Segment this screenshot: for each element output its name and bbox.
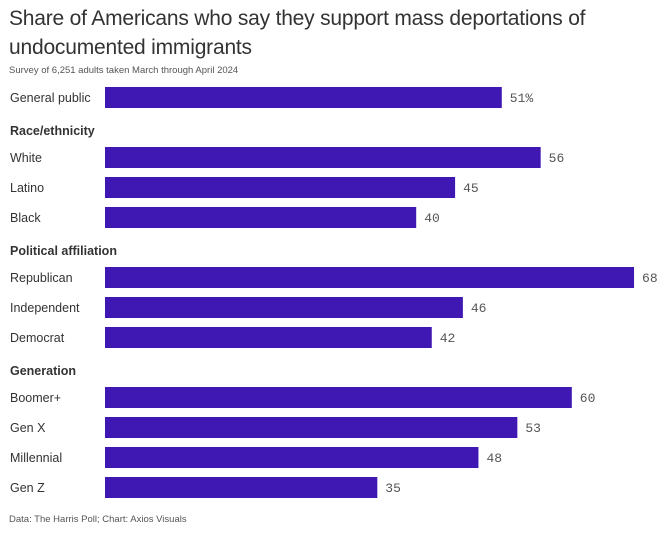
group-generation: Generation Boomer+ 60 Gen X 53 Millennial 48 Ge… [10,364,595,498]
category-label: General public [10,91,91,105]
group-overall: General public 51% [10,87,533,108]
category-label: Republican [10,271,73,285]
value-label: 51% [510,91,534,106]
chart-subtitle: Survey of 6,251 adults taken March throu… [9,65,239,76]
group-political-affiliation: Political affiliation Republican 68 Indepen… [10,244,658,348]
value-label: 56 [549,151,565,166]
category-label: Independent [10,301,80,315]
value-label: 46 [471,301,487,316]
category-label: Boomer+ [10,391,61,405]
bar-white [105,147,541,168]
bar-gen-z [105,477,378,498]
category-label: Millennial [10,451,62,465]
group-race-ethnicity: Race/ethnicity White 56 Latino 45 Black 40 [10,124,564,228]
group-label: Political affiliation [10,244,117,258]
category-label: White [10,151,42,165]
category-label: Gen Z [10,481,45,495]
group-label: Race/ethnicity [10,124,95,138]
group-label: Generation [10,364,76,378]
category-label: Black [10,211,41,225]
bar-black [105,207,417,228]
value-label: 48 [486,451,502,466]
bar-independent [105,297,463,318]
bar-general-public [105,87,502,108]
value-label: 60 [580,391,596,406]
value-label: 35 [385,481,401,496]
bar-latino [105,177,456,198]
value-label: 45 [463,181,479,196]
bar-gen-x [105,417,518,438]
bar-boomer [105,387,572,408]
value-label: 68 [642,271,658,286]
category-label: Gen X [10,421,46,435]
value-label: 42 [440,331,456,346]
bar-republican [105,267,635,288]
bar-millennial [105,447,479,468]
value-label: 40 [424,211,440,226]
chart-source: Data: The Harris Poll; Chart: Axios Visu… [9,514,187,525]
chart-title: Share of Americans who say they support … [9,7,586,59]
category-label: Democrat [10,331,65,345]
category-label: Latino [10,181,44,195]
value-label: 53 [525,421,541,436]
bar-democrat [105,327,432,348]
